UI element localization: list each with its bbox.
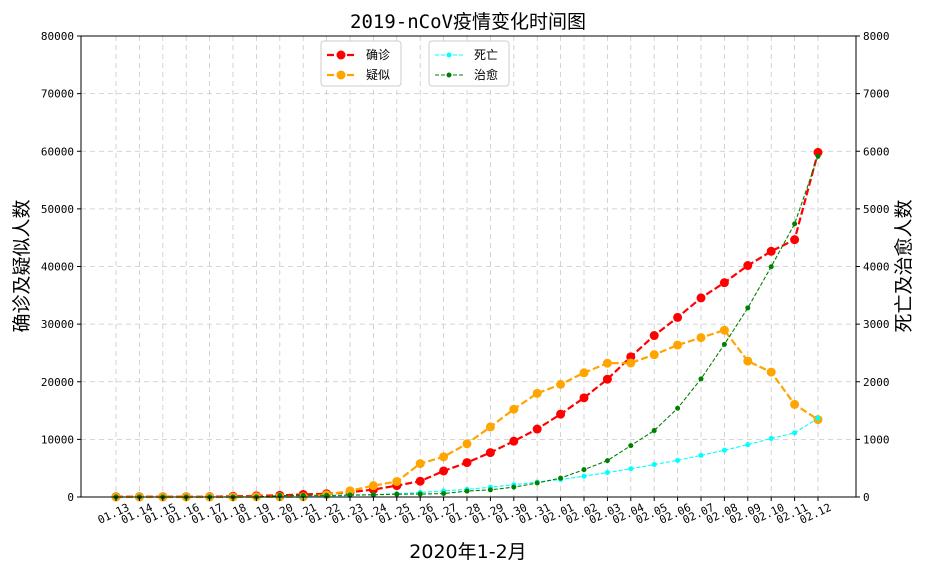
data-point-2 — [628, 466, 633, 471]
data-point-1 — [556, 380, 565, 389]
data-point-3 — [652, 428, 657, 433]
data-point-1 — [439, 452, 448, 461]
legend-right: 死亡 治愈 — [429, 41, 509, 86]
y-axis-left-title: 确诊及疑似人数 — [11, 199, 33, 332]
x-axis-title: 2020年1-2月 — [409, 541, 526, 563]
data-point-0 — [743, 261, 752, 270]
y-left-tick-label: 60000 — [41, 145, 74, 158]
data-point-0 — [697, 293, 706, 302]
data-point-0 — [509, 437, 518, 446]
data-point-0 — [486, 448, 495, 457]
data-point-3 — [558, 476, 563, 481]
y-left-tick-label: 10000 — [41, 433, 74, 446]
legend-label-confirmed: 确诊 — [366, 48, 390, 62]
y-right-tick-label: 0 — [863, 491, 870, 504]
data-point-3 — [488, 487, 493, 492]
data-point-3 — [675, 406, 680, 411]
data-point-0 — [533, 425, 542, 434]
data-point-2 — [722, 448, 727, 453]
data-point-0 — [603, 375, 612, 384]
data-point-1 — [673, 341, 682, 350]
data-point-1 — [743, 357, 752, 366]
data-point-1 — [416, 459, 425, 468]
y-right-tick-label: 3000 — [863, 318, 890, 331]
y-left-tick-label: 20000 — [41, 376, 74, 389]
data-point-0 — [416, 477, 425, 486]
data-point-2 — [652, 462, 657, 467]
data-point-2 — [675, 458, 680, 463]
legend-marker-death — [447, 53, 452, 58]
data-point-1 — [650, 350, 659, 359]
data-point-2 — [582, 474, 587, 479]
data-point-1 — [697, 333, 706, 342]
y-right-tick-label: 8000 — [863, 30, 890, 43]
data-point-2 — [699, 453, 704, 458]
data-point-3 — [535, 480, 540, 485]
data-point-1 — [486, 422, 495, 431]
data-point-1 — [392, 477, 401, 486]
data-point-0 — [790, 235, 799, 244]
data-point-0 — [556, 410, 565, 419]
data-point-3 — [394, 492, 399, 497]
data-point-1 — [509, 405, 518, 414]
data-point-1 — [603, 359, 612, 368]
chart-title: 2019-nCoV疫情变化时间图 — [350, 11, 586, 33]
data-point-3 — [418, 492, 423, 497]
legend-marker-suspected — [337, 71, 346, 80]
data-point-2 — [792, 430, 797, 435]
data-point-0 — [767, 247, 776, 256]
y-axis-right-title: 死亡及治愈人数 — [893, 199, 915, 332]
legend-left: 确诊 疑似 — [321, 41, 401, 86]
data-point-1 — [463, 439, 472, 448]
data-point-0 — [580, 393, 589, 402]
data-point-3 — [699, 376, 704, 381]
data-point-0 — [673, 313, 682, 322]
data-point-3 — [605, 458, 610, 463]
legend-marker-cured — [447, 73, 452, 78]
legend-label-suspected: 疑似 — [366, 67, 390, 82]
data-point-1 — [626, 358, 635, 367]
y-left-tick-label: 70000 — [41, 88, 74, 101]
data-point-2 — [745, 442, 750, 447]
data-point-3 — [441, 491, 446, 496]
data-point-3 — [465, 489, 470, 494]
y-right-tick-label: 7000 — [863, 88, 890, 101]
legend-marker-confirmed — [337, 51, 346, 60]
data-point-3 — [511, 485, 516, 490]
data-point-1 — [533, 389, 542, 398]
data-point-3 — [582, 467, 587, 472]
data-point-1 — [720, 326, 729, 335]
y-right-tick-label: 6000 — [863, 145, 890, 158]
data-point-0 — [720, 278, 729, 287]
y-right-tick-label: 5000 — [863, 203, 890, 216]
y-left-tick-label: 50000 — [41, 203, 74, 216]
data-point-3 — [816, 154, 821, 159]
data-point-2 — [605, 470, 610, 475]
data-point-3 — [745, 305, 750, 310]
data-point-0 — [463, 458, 472, 467]
y-left-tick-label: 80000 — [41, 30, 74, 43]
y-left-tick-label: 30000 — [41, 318, 74, 331]
data-point-2 — [769, 436, 774, 441]
data-point-1 — [767, 368, 776, 377]
data-point-1 — [580, 368, 589, 377]
data-point-3 — [769, 264, 774, 269]
data-point-1 — [369, 481, 378, 490]
data-point-0 — [439, 466, 448, 475]
data-point-1 — [790, 400, 799, 409]
data-point-3 — [722, 342, 727, 347]
y-right-tick-label: 1000 — [863, 433, 890, 446]
y-right-tick-label: 2000 — [863, 376, 890, 389]
y-right-tick-label: 4000 — [863, 261, 890, 274]
data-point-3 — [792, 221, 797, 226]
y-left-tick-label: 0 — [67, 491, 74, 504]
legend-label-death: 死亡 — [474, 48, 498, 62]
y-left-tick-label: 40000 — [41, 261, 74, 274]
legend-label-cured: 治愈 — [474, 67, 498, 82]
data-point-2 — [816, 416, 821, 421]
data-point-0 — [650, 331, 659, 340]
data-point-3 — [628, 443, 633, 448]
